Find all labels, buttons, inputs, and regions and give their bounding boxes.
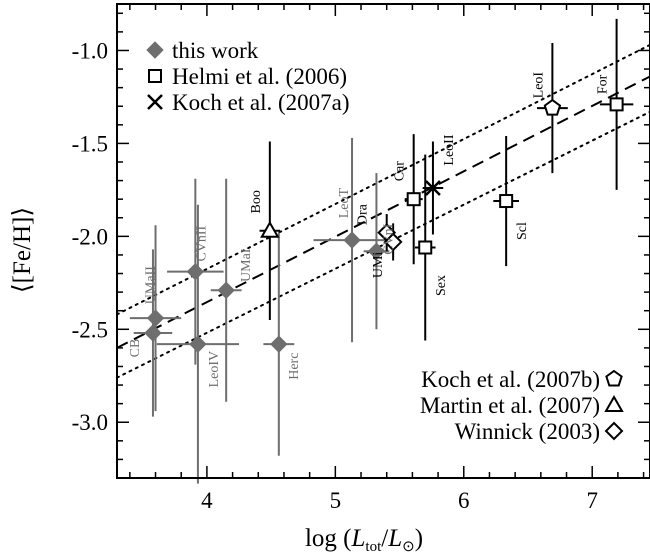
point-label-leot: LeoT <box>337 187 352 218</box>
point-label-dra: Dra <box>356 203 371 225</box>
marker-umai <box>217 281 235 299</box>
point-labels: CB UMaII CVnII LeoIV UMaI Herc LeoT CVnI Boo Dra U… <box>128 72 611 388</box>
xtick-label: 7 <box>586 488 598 513</box>
legend-label: Martin et al. (2007) <box>420 393 600 418</box>
legend-bottom: Koch et al. (2007b)Martin et al. (2007)W… <box>420 367 624 444</box>
marker-cb <box>144 324 162 342</box>
point-label-leoii: LeoII <box>442 134 457 165</box>
legend-marker-square-open <box>148 69 162 83</box>
legend-label: this work <box>172 38 259 63</box>
data-markers <box>144 97 624 353</box>
point-label-scl: Scl <box>515 222 530 240</box>
marker-leot <box>343 231 361 249</box>
point-label-leoiv: LeoIV <box>207 351 222 388</box>
point-label-leoi: LeoI <box>531 72 546 99</box>
marker-umi <box>383 232 403 252</box>
marker-scl <box>499 194 514 209</box>
marker-leoi <box>543 98 562 116</box>
legend-marker-diamond-filled <box>146 41 164 59</box>
marker-sex <box>418 240 433 255</box>
fit-line-dashed-0 <box>116 75 650 349</box>
point-label-sex: Sex <box>434 275 449 296</box>
fit-lines <box>116 43 650 379</box>
point-label-for: For <box>596 74 611 94</box>
xtick-label: 6 <box>458 488 470 513</box>
ytick-label: -1.0 <box>72 38 108 63</box>
legend-marker-triangle-open <box>604 394 624 412</box>
tick-labels: 4 5 6 7 -3.0 -2.5 -2.0 -1.5 -1.0 <box>72 38 598 513</box>
point-label-boo: Boo <box>249 190 264 213</box>
point-label-umai: UMaI <box>239 248 254 282</box>
point-label-umi: UMi <box>371 252 386 279</box>
y-axis-title: ⟨[Fe/H]⟩ <box>9 207 36 293</box>
xtick-label: 5 <box>330 488 342 513</box>
plot-frame <box>116 3 650 479</box>
legend-marker-pentagon-open <box>605 369 623 387</box>
x-axis-title: log (Ltot/L⊙) <box>305 525 423 555</box>
point-label-cvni: CVnI <box>381 223 396 254</box>
ytick-label: -1.5 <box>72 131 108 156</box>
ytick-label: -2.5 <box>72 317 108 342</box>
legend-marker-diamond-open <box>604 421 624 441</box>
marker-leoiv <box>189 335 207 353</box>
marker-cvni <box>367 242 386 260</box>
point-label-cb: CB <box>128 339 143 358</box>
marker-cvnii <box>186 262 205 281</box>
axes <box>116 3 650 479</box>
ytick-label: -2.0 <box>72 224 108 249</box>
marker-boo <box>260 220 280 238</box>
point-label-car: Car <box>393 161 408 182</box>
point-label-umaii: UMaII <box>144 266 159 304</box>
marker-herc <box>270 335 288 353</box>
legend-marker-cross <box>147 94 163 110</box>
point-label-herc: Herc <box>287 353 302 380</box>
legend-label: Winnick (2003) <box>455 419 600 444</box>
marker-car <box>406 192 421 207</box>
marker-leoii <box>425 180 441 196</box>
legend-label: Helmi et al. (2006) <box>172 64 347 89</box>
legend-label: Koch et al. (2007a) <box>172 90 350 115</box>
marker-for <box>609 97 624 112</box>
ytick-label: -3.0 <box>72 410 108 435</box>
fit-line-dotted-2 <box>116 110 650 379</box>
fit-line-dotted-1 <box>116 43 650 316</box>
xtick-label: 4 <box>201 488 213 513</box>
marker-umaii <box>146 309 165 327</box>
point-label-cvnii: CVnII <box>194 225 209 261</box>
legend-label: Koch et al. (2007b) <box>421 367 600 392</box>
